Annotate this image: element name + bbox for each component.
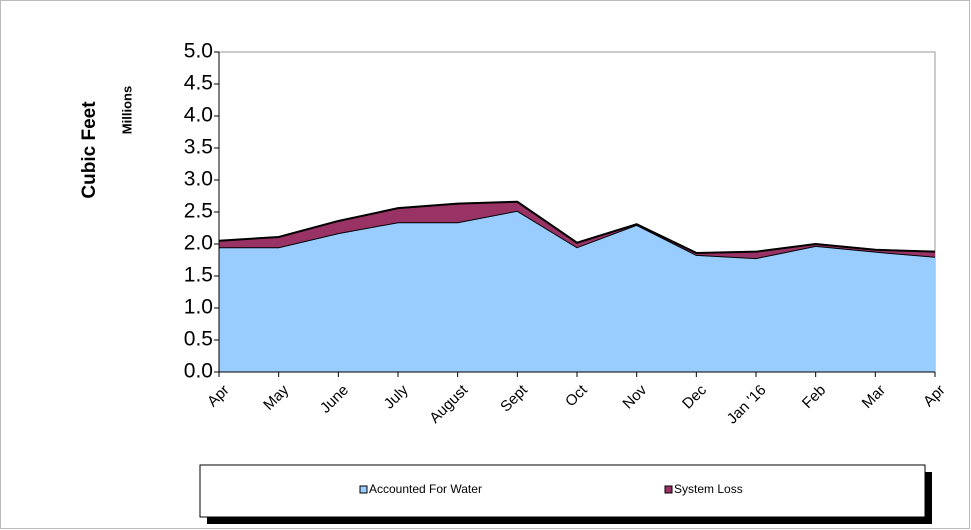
y-axis-title: Cubic Feet — [79, 101, 100, 199]
y-unit-label: Millions — [119, 86, 134, 134]
area-edge — [218, 200, 936, 254]
y-tick-label: 0.5 — [184, 328, 213, 351]
y-tick-label: 2.0 — [184, 232, 213, 255]
y-tick-label: 3.0 — [184, 168, 213, 191]
y-tick-label: 4.5 — [184, 72, 213, 95]
y-tick-label: 1.0 — [184, 296, 213, 319]
y-tick-label: 2.5 — [184, 200, 213, 223]
legend — [199, 464, 926, 518]
legend-label: Accounted For Water — [369, 482, 482, 496]
y-tick-label: 3.5 — [184, 136, 213, 159]
area — [219, 210, 935, 372]
area — [219, 201, 935, 259]
y-tick-label: 0.0 — [184, 360, 213, 383]
legend-swatch — [664, 485, 673, 494]
y-tick-label: 1.5 — [184, 264, 213, 287]
y-tick-label: 5.0 — [184, 40, 213, 63]
legend-label: System Loss — [674, 482, 743, 496]
y-tick-label: 4.0 — [184, 104, 213, 127]
legend-swatch — [359, 485, 368, 494]
